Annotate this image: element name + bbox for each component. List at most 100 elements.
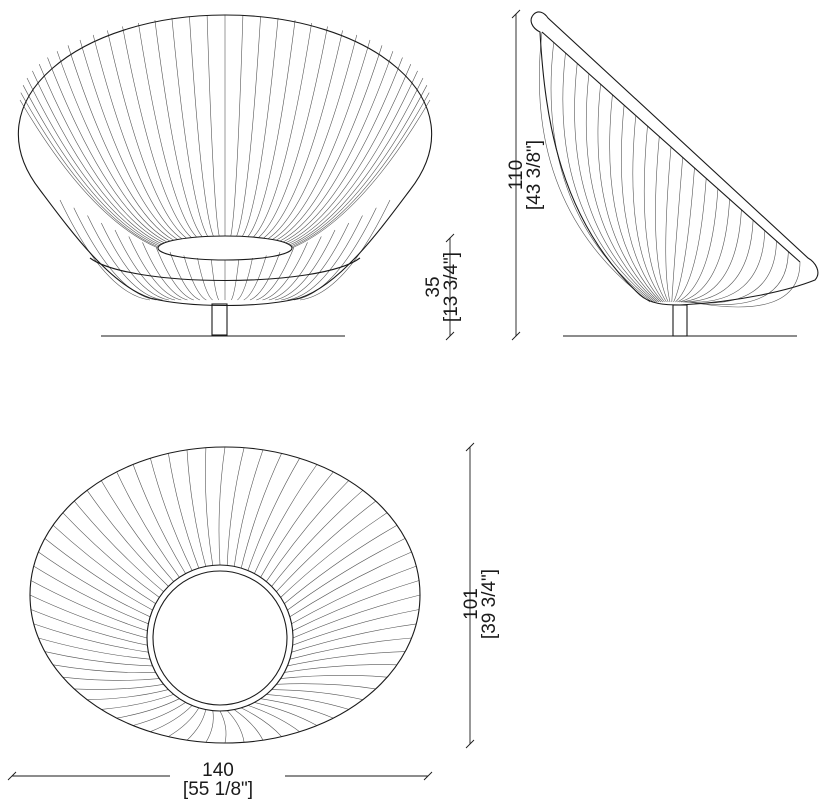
top-rib (292, 594, 421, 639)
top-rib (116, 698, 180, 719)
top-rib (233, 449, 264, 567)
front-rib (38, 63, 165, 244)
top-rib (276, 683, 376, 690)
front-lower-rib (256, 247, 295, 301)
top-rib (219, 710, 227, 744)
front-rib (263, 30, 343, 239)
top-rib (292, 580, 420, 632)
side-rib (620, 105, 663, 303)
top-seat-opening-inner (152, 570, 288, 706)
front-rib (236, 16, 261, 237)
top-rib (280, 675, 388, 679)
front-rib (32, 70, 163, 245)
top-rib (168, 707, 200, 737)
top-rib (186, 449, 207, 567)
front-lower-rib (169, 251, 201, 301)
side-view-ribs (539, 31, 801, 308)
top-rib (254, 464, 318, 574)
front-lower-rib (101, 222, 169, 301)
top-rib (284, 664, 398, 673)
side-shell-outline (530, 11, 819, 306)
side-rib (550, 42, 652, 303)
top-rib (287, 651, 406, 667)
front-rib (291, 92, 430, 248)
front-rib (290, 85, 428, 247)
front-lower-rib (262, 242, 308, 301)
top-rib (276, 500, 376, 592)
top-rib (101, 480, 174, 582)
side-rib (689, 261, 801, 308)
front-seat-rim (89, 257, 361, 282)
top-rib (29, 594, 148, 639)
front-rib (171, 17, 208, 237)
side-rib (677, 188, 719, 303)
top-rib (234, 709, 264, 741)
top-rib (287, 538, 406, 611)
top-bowl-outline (29, 446, 421, 744)
front-rib (267, 34, 358, 240)
top-rib (266, 480, 349, 582)
side-rib (574, 63, 656, 303)
front-rib (138, 22, 197, 238)
top-rib (44, 538, 153, 611)
side-rib (686, 241, 777, 304)
front-lower-rib (156, 247, 194, 301)
dimension-width: 140 [55 1/8"] (7, 760, 433, 800)
top-rib (52, 664, 156, 673)
front-rib (230, 15, 244, 237)
front-rib (19, 99, 159, 249)
front-rib (253, 22, 312, 238)
front-lower-rib (128, 236, 182, 301)
depth-metric: 101 (461, 588, 482, 620)
width-imperial: [55 1/8"] (183, 779, 253, 800)
side-rib (655, 136, 669, 303)
front-lower-rib (287, 215, 363, 301)
top-view (29, 446, 421, 744)
top-rib (247, 705, 300, 732)
front-lower-rib (299, 199, 391, 301)
overall-height-imperial: [43 3/8"] (524, 140, 545, 210)
front-lower-rib (293, 207, 377, 301)
top-rib (62, 676, 160, 681)
front-rib (206, 15, 220, 237)
front-lower-rib (197, 257, 213, 301)
side-stem (672, 304, 688, 337)
front-rib (247, 20, 296, 237)
front-rib (189, 16, 214, 237)
side-rib (643, 126, 667, 303)
top-view-ribs (29, 446, 421, 744)
front-rib (56, 51, 171, 242)
side-rib (680, 209, 742, 303)
front-lower-rib (73, 207, 157, 301)
top-rib (52, 524, 156, 604)
front-rib (92, 34, 183, 240)
front-rib (20, 92, 159, 248)
front-view-ribs (19, 14, 431, 301)
front-rib (282, 57, 403, 243)
front-stem (211, 303, 228, 336)
front-rib (107, 30, 187, 239)
top-rib (226, 447, 245, 566)
side-rib (679, 199, 730, 303)
side-rib (673, 167, 695, 303)
front-rib (279, 51, 394, 242)
top-rib (116, 471, 180, 578)
top-rib (133, 702, 186, 726)
front-rib (276, 45, 383, 241)
seat-height-imperial: [13 3/4"] (441, 252, 462, 322)
top-rib (33, 565, 149, 625)
top-rib (271, 490, 364, 587)
side-view (530, 11, 819, 337)
side-rib (597, 84, 660, 303)
side-rib (688, 251, 789, 305)
dimension-depth: 101 [39 3/4"] (461, 442, 500, 749)
front-lower-rib (231, 259, 240, 301)
front-rib (258, 26, 328, 238)
front-lower-rib (274, 229, 336, 301)
top-rib (38, 551, 151, 618)
front-view (17, 14, 433, 337)
side-rib (585, 73, 658, 303)
front-lower-rib (237, 257, 253, 301)
side-rib (684, 230, 766, 303)
top-rib (226, 710, 245, 743)
